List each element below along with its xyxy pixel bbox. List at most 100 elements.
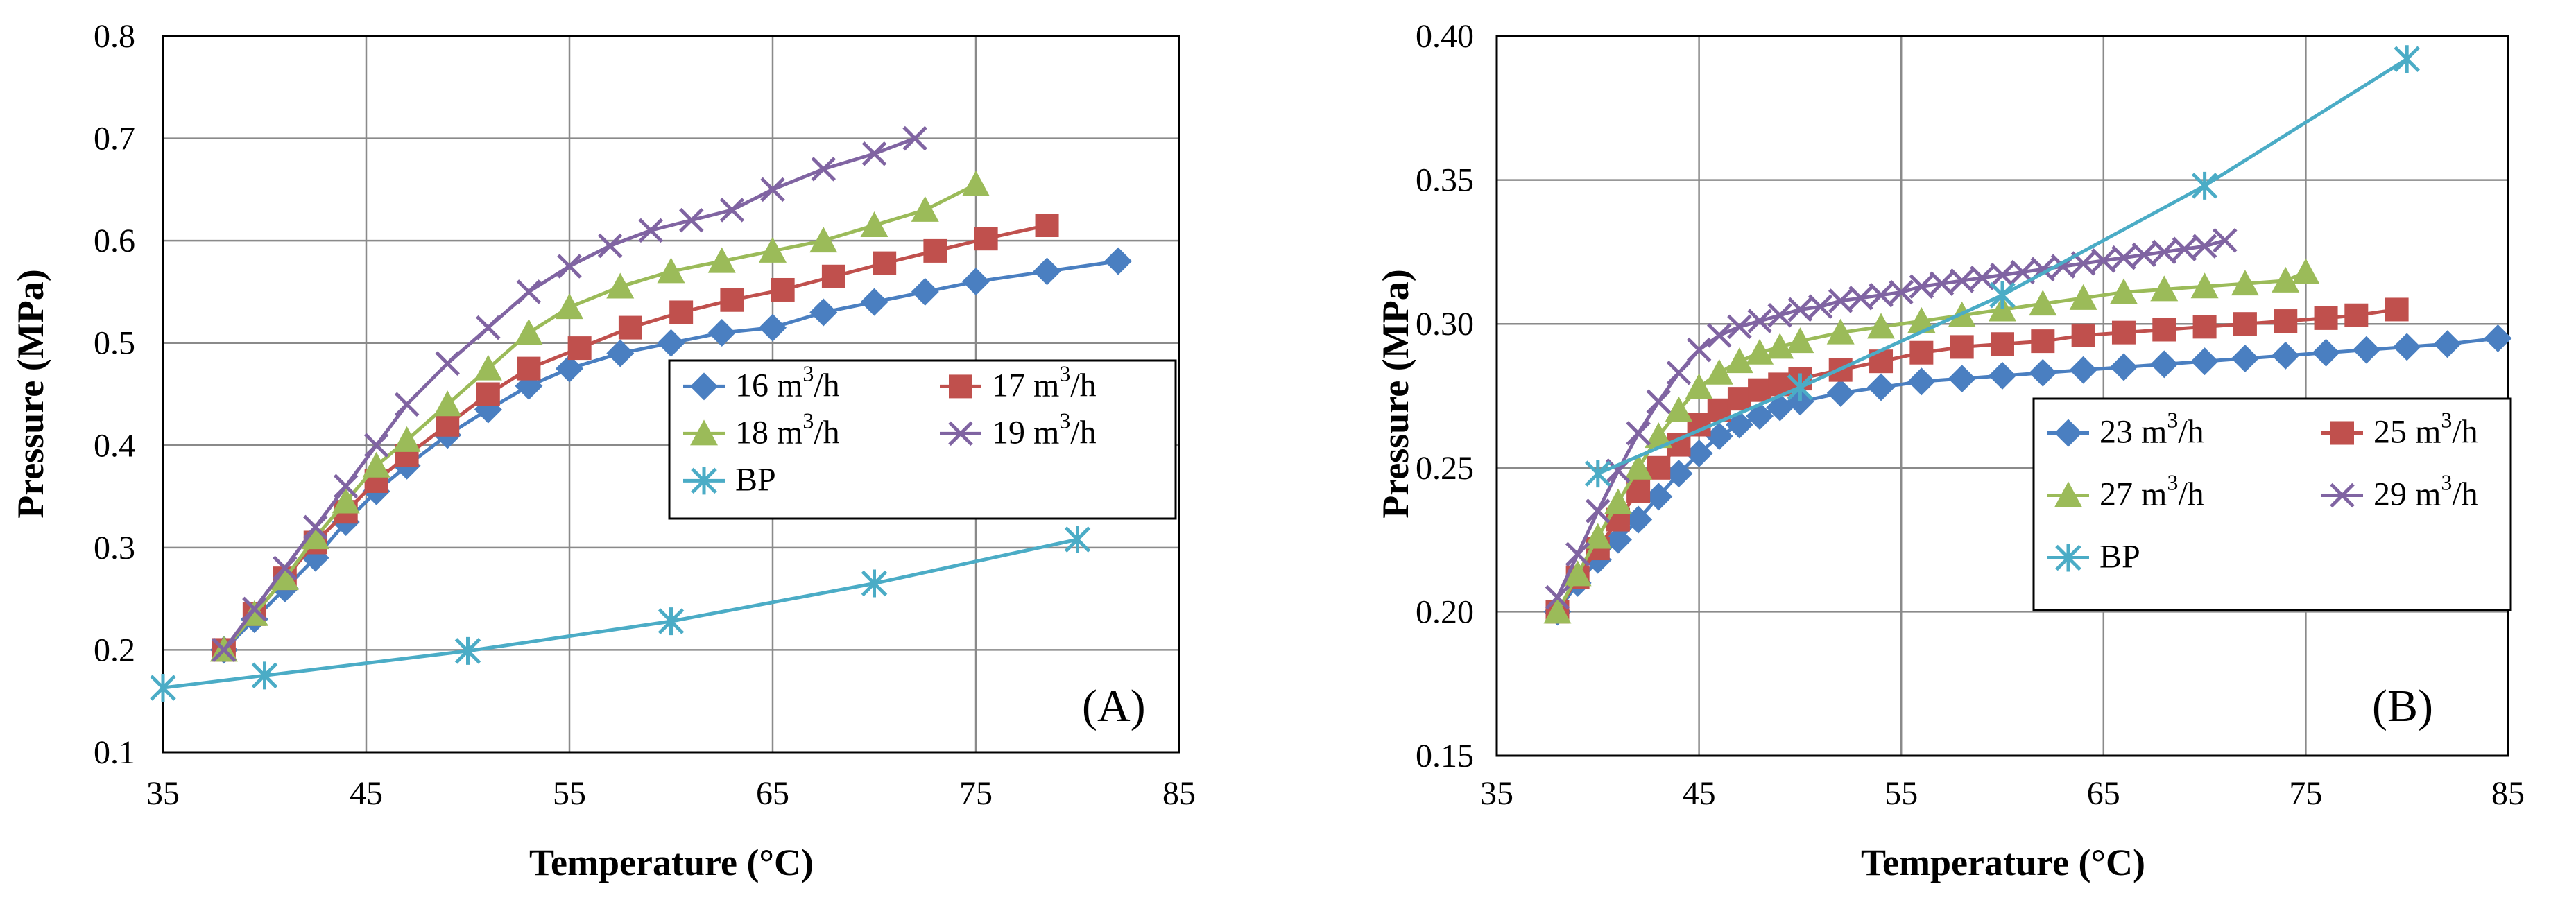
panel-a-data-point [759,313,787,342]
panel-b-data-point [1725,347,1753,374]
panel-a-data-point [811,157,836,182]
panel-a-data-point [860,288,888,316]
panel-a-legend-label: 17 m3/h [992,361,1097,404]
panel-b-data-point [1867,373,1896,401]
panel-b-data-point [1826,318,1855,345]
panel-b-data-point [2069,356,2097,384]
panel-b-data-point [1565,541,1590,567]
panel-b-data-point [1665,460,1693,488]
panel-b-data-point [1624,505,1653,534]
panel-a-data-point [271,564,299,591]
panel-b-data-point [1828,288,1853,313]
panel-b-y-tick-label: 0.30 [1416,306,1474,342]
panel-a-data-point [556,293,583,320]
panel-b-data-point [2150,350,2179,379]
panel-b-legend-marker [2330,483,2355,508]
panel-b-data-point [2233,312,2257,336]
panel-b-data-point [1645,422,1673,449]
panel-b-series-line [1556,238,2226,598]
panel-b-data-point [1848,286,1873,311]
panel-b-data-point [1907,307,1936,333]
panel-a-data-point [821,264,845,288]
panel-a-y-tick-label: 0.5 [94,325,135,362]
panel-b-data-point [1646,389,1672,415]
panel-b-data-point [1948,365,1976,393]
panel-a-data-point [1064,526,1091,554]
panel-a-data-point [332,487,360,514]
panel-b-x-tick-label: 75 [2289,775,2322,812]
panel-b-data-point [1727,314,1752,340]
panel-b-data-point [1583,523,1612,549]
panel-a-data-point [394,392,420,417]
panel-b-y-tick-label: 0.15 [1416,738,1474,774]
panel-a-series-line [162,537,1079,690]
panel-a-data-point [476,382,500,406]
panel-a-data-point [669,300,694,324]
panel-b-chart: 35 45 55 65 75 85 0.15 0.20 0.25 0.30 0.35 0.40 Temp… [1375,18,2525,883]
panel-b-x-tick-label: 35 [1480,775,1513,812]
panel-a-x-tick-label: 55 [553,775,586,812]
panel-b-data-point [2433,330,2462,358]
panel-b-data-point [1909,340,1934,365]
panel-b-data-point [2109,353,2138,381]
panel-b-data-point [2172,236,2197,262]
panel-a-data-point [242,596,267,622]
panel-a-data-point [302,514,328,540]
panel-b-y-tick-label: 0.25 [1416,450,1474,487]
panel-a-data-point [760,177,785,202]
panel-b-data-point [2191,171,2218,200]
panel-b-label: (B) [2372,681,2433,731]
panel-a-data-point [962,170,990,196]
panel-a-legend-box [668,359,1177,520]
panel-b-data-point [2385,297,2409,322]
panel-a-data-point [861,141,887,166]
panel-a-legend-marker [948,421,973,446]
panel-b-data-point [1909,274,1934,299]
panel-b-data-point [2312,338,2340,367]
panel-a-x-tick-label: 85 [1162,775,1196,812]
panel-a-data-point [273,555,298,581]
panel-a-plot-area [162,35,1180,754]
panel-a-y-tick-label: 0.2 [94,632,135,668]
panel-b-data-point [1624,453,1653,480]
panel-b-data-point [2190,272,2219,299]
panel-b-data-point [2031,329,2055,354]
panel-b-legend-entry: BP [2047,539,2140,575]
panel-b-x-tick-label: 85 [2491,775,2525,812]
panel-b-y-tick-label: 0.35 [1416,162,1474,199]
panel-b-data-point [2272,266,2300,293]
panel-b-legend-entry: 27 m3/h [2047,470,2204,513]
panel-b-data-point [1767,302,1793,328]
panel-b-x-tick-label: 55 [1884,775,1918,812]
panel-b-y-tick-label: 0.40 [1416,18,1474,55]
panel-a-y-tick-label: 0.3 [94,530,135,566]
panel-b-data-point [2109,278,2138,304]
panel-b-data-point [2069,284,2097,310]
panel-b-data-point [1727,387,1751,411]
panel-a-label: (A) [1082,681,1146,731]
panel-b-data-point [2352,336,2380,364]
panel-a-legend-entry: 19 m3/h [940,408,1097,451]
panel-a-y-axis-title: Pressure (MPa) [10,269,51,518]
panel-b-data-point [2314,306,2338,330]
panel-b-legend-marker [2055,544,2081,572]
panel-a-data-point [658,607,685,636]
panel-a-data-point [454,636,481,665]
panel-a-data-point [861,569,888,598]
panel-a-data-point [557,254,582,279]
panel-b-data-point [1685,440,1713,468]
panel-a-data-point [638,218,663,243]
panel-a-data-point [435,351,460,376]
panel-a-legend-entry: 16 m3/h [683,361,840,404]
panel-b-data-point [1950,335,1974,359]
panel-b-legend-marker [2054,419,2082,447]
panel-a-legend-label: 16 m3/h [735,361,840,404]
panel-b-data-point [2231,270,2259,296]
panel-a-y-tick-label: 0.4 [94,427,135,464]
panel-a-data-point [618,315,642,340]
panel-b-data-point [1869,282,1894,308]
panel-a-series-2 [209,170,990,662]
panel-b-data-point [1989,361,2016,390]
panel-a-data-point [606,272,635,299]
